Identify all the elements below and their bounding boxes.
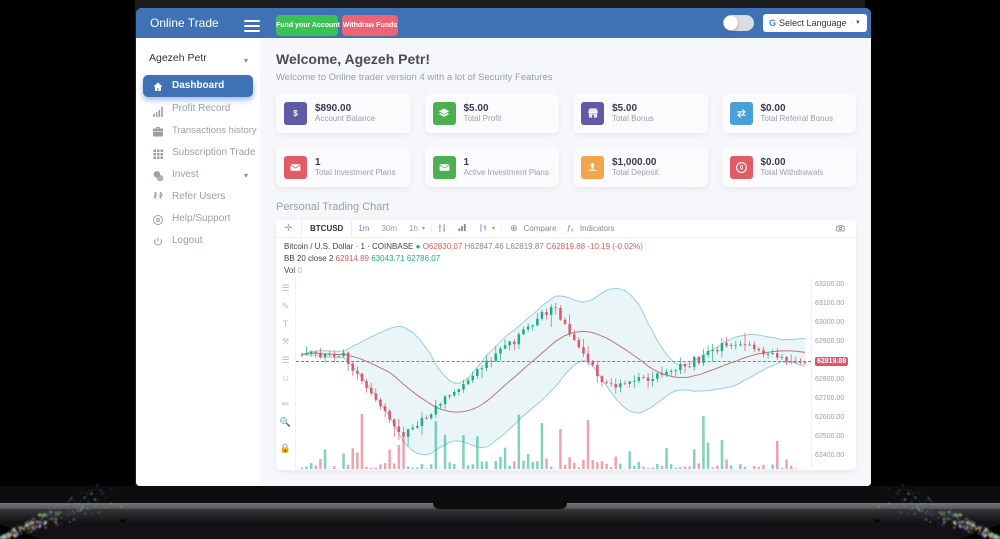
svg-text:$: $ [293, 109, 298, 118]
svg-text:0: 0 [739, 165, 743, 171]
